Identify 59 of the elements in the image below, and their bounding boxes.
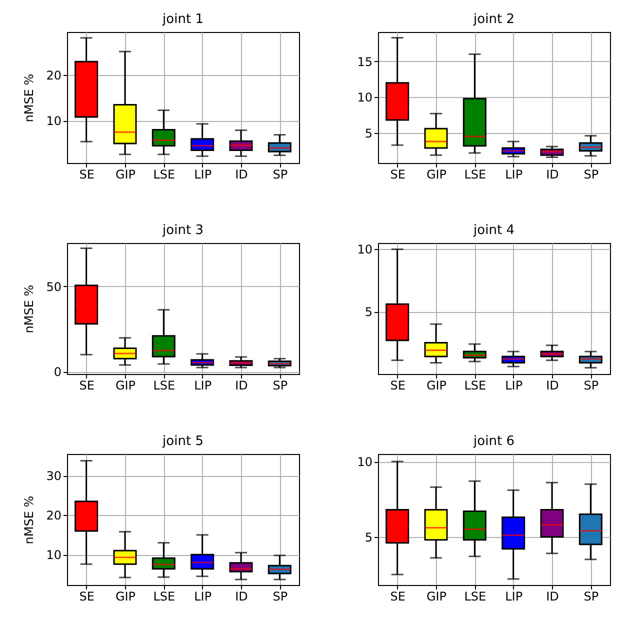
y-tick-label: 15 [357, 54, 372, 69]
x-tick-label: LSE [153, 590, 176, 604]
x-tick-label: LSE [464, 378, 486, 392]
y-tick-label: 10 [46, 548, 62, 562]
x-tick-label: LIP [194, 168, 212, 182]
y-tick-label: 10 [357, 242, 372, 257]
x-tick-label: GIP [115, 590, 136, 604]
y-tick-label: 30 [46, 469, 62, 484]
x-tick-label: ID [235, 590, 248, 604]
x-tick-label: LSE [153, 378, 176, 392]
x-tick-label: LSE [464, 168, 486, 182]
y-tick-label: 5 [364, 530, 372, 544]
x-tick-label: GIP [426, 378, 447, 392]
y-tick-label: 10 [357, 90, 372, 105]
x-tick-label: ID [235, 378, 248, 392]
y-tick-label: 5 [364, 305, 372, 320]
x-tick-label: LIP [194, 378, 212, 392]
x-tick-label: LIP [194, 590, 212, 604]
x-tick-label: GIP [426, 590, 447, 604]
x-tick-label: SP [584, 590, 599, 604]
y-tick-label: 0 [54, 365, 62, 380]
x-tick-label: GIP [115, 378, 136, 392]
y-tick-label: 5 [364, 126, 372, 140]
x-tick-label: SE [390, 168, 406, 182]
y-tick-label: 10 [46, 114, 62, 128]
x-tick-label: SE [79, 590, 94, 604]
chart-title: joint 6 [472, 434, 514, 449]
y-tick-label: 10 [357, 455, 372, 470]
chart-title: joint 5 [162, 434, 204, 449]
x-tick-label: LIP [505, 590, 523, 604]
y-axis-title: nMSE % [22, 284, 36, 334]
chart-title: joint 2 [472, 12, 514, 27]
x-tick-label: SP [584, 378, 599, 392]
x-tick-label: SE [390, 590, 406, 604]
y-tick-label: 20 [46, 508, 62, 523]
y-tick-label: 50 [46, 280, 62, 294]
x-tick-label: LIP [505, 168, 523, 182]
x-tick-label: LIP [505, 378, 523, 392]
x-tick-label: GIP [115, 168, 136, 182]
x-tick-label: LSE [464, 590, 486, 604]
x-tick-label: SP [584, 168, 599, 182]
y-tick-label: 20 [46, 68, 62, 83]
y-axis-title: nMSE % [22, 74, 36, 122]
chart-title: joint 4 [472, 223, 514, 238]
x-tick-label: ID [546, 378, 559, 392]
chart-title: joint 3 [162, 223, 204, 238]
x-tick-label: LSE [153, 168, 176, 182]
x-tick-label: ID [546, 590, 559, 604]
x-tick-label: SP [272, 590, 288, 604]
y-axis-title: nMSE % [22, 496, 36, 544]
x-tick-label: SP [272, 378, 288, 392]
x-tick-label: SE [79, 168, 94, 182]
x-tick-label: SE [390, 378, 406, 392]
x-tick-label: SP [272, 168, 288, 182]
x-tick-label: ID [235, 168, 248, 182]
x-tick-label: SE [79, 378, 94, 392]
chart-title: joint 1 [162, 12, 204, 27]
x-tick-label: ID [546, 168, 559, 182]
x-tick-label: GIP [426, 168, 447, 182]
